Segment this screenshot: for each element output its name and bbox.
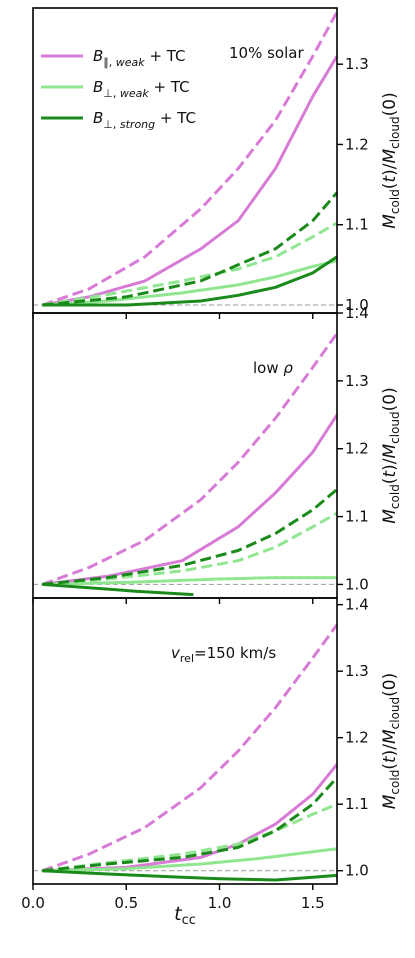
series-line-4: [42, 221, 338, 307]
y-tick-label: 1.4: [345, 304, 369, 322]
series-line-1: [42, 55, 339, 307]
y-tick-label: 1.3: [345, 372, 369, 390]
y-axis-label: Mcold(t)/Mcloud(0): [380, 387, 402, 524]
y-tick-label: 1.0: [345, 575, 369, 593]
x-tick-label: 1.0: [208, 894, 232, 912]
y-tick-label: 1.2: [345, 135, 369, 153]
y-axis-label: Mcold(t)/Mcloud(0): [380, 92, 402, 229]
x-tick-label: 0.0: [21, 894, 45, 912]
series-line-2: [41, 332, 339, 586]
legend-entry-1: B∥, weak + TC: [93, 47, 186, 69]
series-line-5: [42, 869, 338, 882]
series-line-1: [42, 413, 339, 586]
legend-entry-3: B⊥, strong + TC: [93, 109, 196, 131]
x-tick-label: 1.5: [301, 894, 325, 912]
y-tick-label: 1.3: [345, 662, 369, 680]
series-line-3: [42, 259, 338, 307]
series-line-5: [42, 255, 338, 307]
series-line-3: [42, 847, 338, 873]
series-line-3: [42, 576, 337, 586]
y-tick-label: 1.2: [345, 729, 369, 747]
panel-1: 1.0 1.1 1.2 1.3 1.4 Mcold(t)/Mcloud(0) 10% sol…: [32, 7, 402, 319]
x-tick-label: 0.5: [114, 894, 138, 912]
panel-annotation: 10% solar: [229, 44, 304, 62]
y-tick-label: 1.1: [345, 795, 369, 813]
x-axis-label: tcc: [174, 903, 196, 928]
legend-entry-2: B⊥, weak + TC: [93, 78, 190, 100]
y-tick-label: 1.3: [345, 55, 369, 73]
series-line-4: [42, 802, 338, 873]
y-tick-label: 1.0: [345, 862, 369, 880]
plot-frame: [32, 312, 338, 599]
y-tick-label: 1.1: [345, 508, 369, 526]
series-line-6: [42, 191, 339, 307]
series-line-5: [42, 582, 194, 597]
series-line-6: [42, 488, 338, 586]
y-tick-label: 1.0: [345, 296, 369, 314]
y-tick-label: 1.4: [345, 596, 369, 614]
y-tick-label: 1.2: [345, 440, 369, 458]
legend: B∥, weak + TC B⊥, weak + TC B⊥, strong + T…: [41, 47, 196, 131]
y-axis-label: Mcold(t)/Mcloud(0): [380, 673, 402, 810]
series-line-2: [41, 11, 339, 307]
y-tick-label: 1.1: [345, 216, 369, 234]
panel-annotation: low ρ: [253, 359, 293, 377]
panel-3: 1.0 1.1 1.2 1.3 1.4 0.0 0.5 1.0 1.5 Mcold(t)/Mclo…: [21, 596, 402, 928]
series-line-2: [41, 623, 339, 873]
series-line-6: [42, 776, 339, 873]
panel-2: 1.0 1.1 1.2 1.3 1.4 Mcold(t)/Mcloud(0) low ρ: [32, 304, 402, 604]
plot-frame: [32, 597, 338, 885]
panel-annotation: vrel=150 km/s: [171, 644, 276, 665]
